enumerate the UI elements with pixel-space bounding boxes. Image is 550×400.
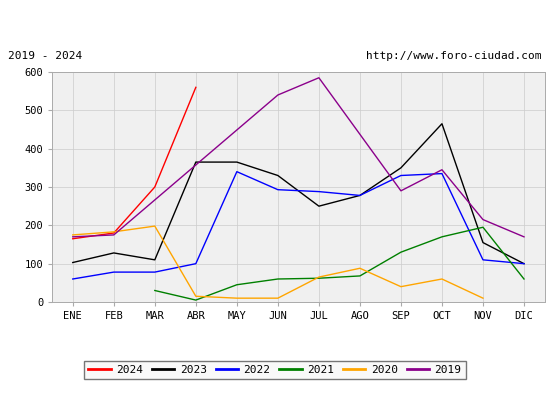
Legend: 2024, 2023, 2022, 2021, 2020, 2019: 2024, 2023, 2022, 2021, 2020, 2019 [84,360,466,380]
Text: http://www.foro-ciudad.com: http://www.foro-ciudad.com [366,51,542,61]
Text: Evolucion Nº Turistas Extranjeros en el municipio de Montecorto: Evolucion Nº Turistas Extranjeros en el … [23,14,527,28]
Text: 2019 - 2024: 2019 - 2024 [8,51,82,61]
